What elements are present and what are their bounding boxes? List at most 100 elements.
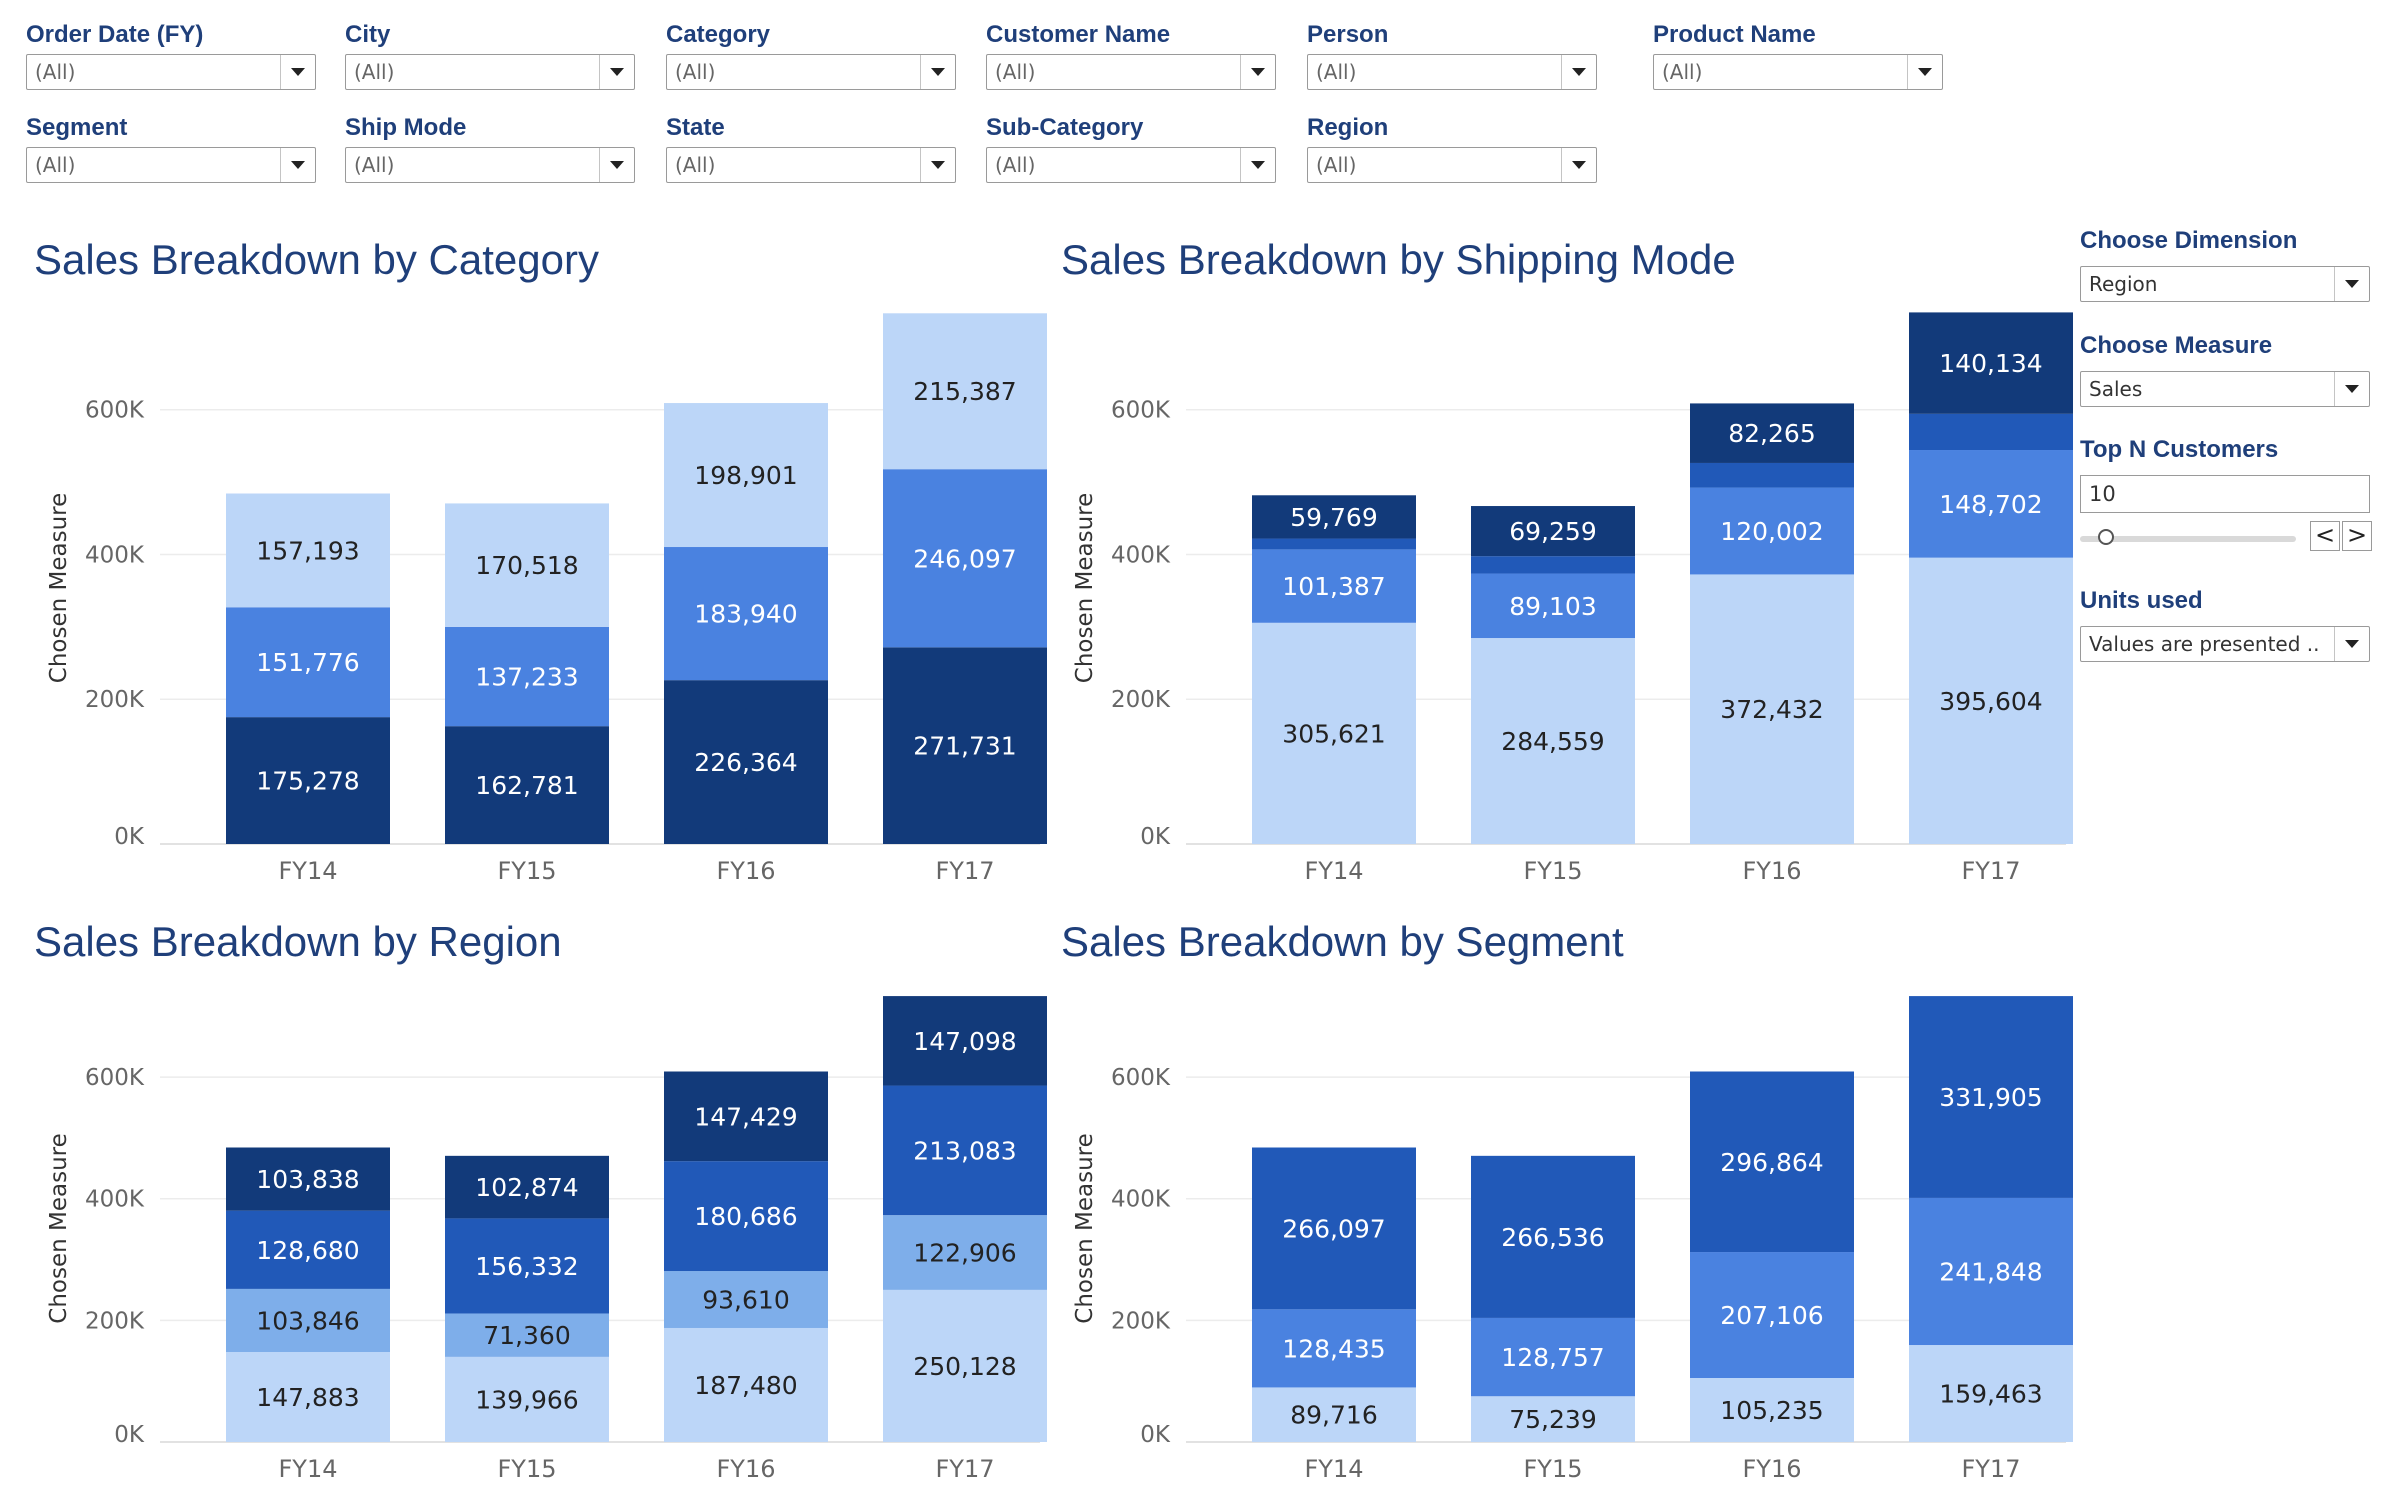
chevron-down-icon[interactable] <box>599 55 634 89</box>
bar-segment[interactable] <box>1690 403 1854 463</box>
bar-segment[interactable] <box>664 1071 828 1162</box>
chevron-down-icon[interactable] <box>1907 55 1942 89</box>
bar-segment[interactable] <box>445 726 609 844</box>
bar-segment[interactable] <box>883 313 1047 470</box>
bar-segment[interactable] <box>1909 1345 2073 1442</box>
filter-dropdown[interactable]: (All) <box>1307 147 1597 183</box>
bar-segment[interactable] <box>1471 1155 1635 1318</box>
bar-segment[interactable] <box>1909 413 2073 451</box>
bar-segment[interactable] <box>1252 549 1416 623</box>
bar-segment[interactable] <box>1252 1387 1416 1442</box>
bar-segment[interactable] <box>1690 487 1854 575</box>
bar-segment[interactable] <box>883 1289 1047 1442</box>
bar-segment[interactable] <box>226 717 390 844</box>
slider-next-button[interactable]: > <box>2342 521 2372 551</box>
bar-segment[interactable] <box>664 547 828 681</box>
bar-segment[interactable] <box>445 503 609 627</box>
bar-segment[interactable] <box>664 680 828 844</box>
filter-dropdown[interactable]: (All) <box>26 147 316 183</box>
bar-segment[interactable] <box>1471 1396 1635 1442</box>
top-n-customers-input[interactable]: 10 <box>2080 475 2370 513</box>
bar-segment[interactable] <box>445 626 609 727</box>
chevron-down-icon[interactable] <box>280 148 315 182</box>
data-label: 266,097 <box>1282 1214 1385 1243</box>
bar-segment[interactable] <box>445 1218 609 1314</box>
filter-dropdown[interactable]: (All) <box>1307 54 1597 90</box>
bar-segment[interactable] <box>226 493 390 608</box>
bar-segment[interactable] <box>445 1155 609 1219</box>
slider-prev-button[interactable]: < <box>2310 521 2340 551</box>
chevron-down-icon[interactable] <box>1240 55 1275 89</box>
units-used-dropdown[interactable]: Values are presented ... <box>2080 626 2370 662</box>
bar-segment[interactable] <box>883 1085 1047 1216</box>
bar-segment[interactable] <box>664 1271 828 1328</box>
bar-segment[interactable] <box>1252 1309 1416 1388</box>
data-label: 93,610 <box>702 1286 789 1315</box>
filter-dropdown[interactable]: (All) <box>345 54 635 90</box>
chevron-down-icon[interactable] <box>280 55 315 89</box>
filter-dropdown[interactable]: (All) <box>1653 54 1943 90</box>
chevron-down-icon[interactable] <box>920 148 955 182</box>
data-label: 305,621 <box>1282 719 1385 748</box>
slider-thumb[interactable] <box>2098 529 2114 545</box>
chevron-down-icon[interactable] <box>599 148 634 182</box>
chevron-down-icon[interactable] <box>920 55 955 89</box>
bar-segment[interactable] <box>664 403 828 548</box>
slider-track[interactable] <box>2080 536 2296 542</box>
bar-segment[interactable] <box>1252 495 1416 539</box>
x-tick-label: FY16 <box>1742 857 1801 885</box>
chevron-down-icon[interactable] <box>2334 627 2369 661</box>
y-tick-label: 0K <box>1140 1422 1171 1448</box>
bar-segment[interactable] <box>226 607 390 718</box>
choose-dimension-value: Region <box>2089 272 2158 296</box>
chevron-down-icon[interactable] <box>2334 372 2369 406</box>
bar-segment[interactable] <box>1909 312 2073 414</box>
bar-segment[interactable] <box>1690 1378 1854 1442</box>
bar-segment[interactable] <box>1909 450 2073 558</box>
bar-segment[interactable] <box>1252 538 1416 550</box>
bar-segment[interactable] <box>883 647 1047 844</box>
top-n-slider[interactable]: < > <box>2080 517 2372 557</box>
chevron-down-icon[interactable] <box>2334 267 2369 301</box>
chart-title-category: Sales Breakdown by Category <box>34 236 599 283</box>
bar-segment[interactable] <box>1252 622 1416 844</box>
bar-segment[interactable] <box>1471 556 1635 574</box>
choose-dimension-dropdown[interactable]: Region <box>2080 266 2370 302</box>
bar-segment[interactable] <box>1252 1147 1416 1310</box>
bar-segment[interactable] <box>226 1288 390 1353</box>
bar-segment[interactable] <box>1909 996 2073 1198</box>
filter-dropdown[interactable]: (All) <box>26 54 316 90</box>
bar-segment[interactable] <box>1909 1197 2073 1346</box>
chevron-down-icon[interactable] <box>1561 55 1596 89</box>
bar-segment[interactable] <box>1690 574 1854 844</box>
bar-segment[interactable] <box>1690 1252 1854 1378</box>
bar-segment[interactable] <box>1471 573 1635 639</box>
filter-dropdown[interactable]: (All) <box>345 147 635 183</box>
bar-segment[interactable] <box>226 1210 390 1289</box>
chevron-down-icon[interactable] <box>1561 148 1596 182</box>
bar-segment[interactable] <box>226 1352 390 1442</box>
bar-segment[interactable] <box>445 1313 609 1357</box>
filter-value: (All) <box>1316 60 1357 84</box>
bar-segment[interactable] <box>664 1161 828 1272</box>
bar-segment[interactable] <box>1690 462 1854 488</box>
bar-segment[interactable] <box>226 1147 390 1211</box>
chevron-down-icon[interactable] <box>1240 148 1275 182</box>
bar-segment[interactable] <box>883 1215 1047 1290</box>
filter-dropdown[interactable]: (All) <box>986 147 1276 183</box>
choose-measure-dropdown[interactable]: Sales <box>2080 371 2370 407</box>
bar-segment[interactable] <box>1690 1071 1854 1253</box>
bar-segment[interactable] <box>883 996 1047 1086</box>
filter-dropdown[interactable]: (All) <box>666 147 956 183</box>
bar-segment[interactable] <box>883 469 1047 648</box>
bar-segment[interactable] <box>1471 1317 1635 1397</box>
filter-dropdown[interactable]: (All) <box>666 54 956 90</box>
bar-segment[interactable] <box>1471 506 1635 557</box>
filter-label: Order Date (FY) <box>26 21 204 48</box>
bar-segment[interactable] <box>664 1327 828 1442</box>
data-label: 140,134 <box>1939 349 2042 378</box>
bar-segment[interactable] <box>1471 638 1635 844</box>
bar-segment[interactable] <box>445 1356 609 1442</box>
filter-dropdown[interactable]: (All) <box>986 54 1276 90</box>
bar-segment[interactable] <box>1909 557 2073 844</box>
